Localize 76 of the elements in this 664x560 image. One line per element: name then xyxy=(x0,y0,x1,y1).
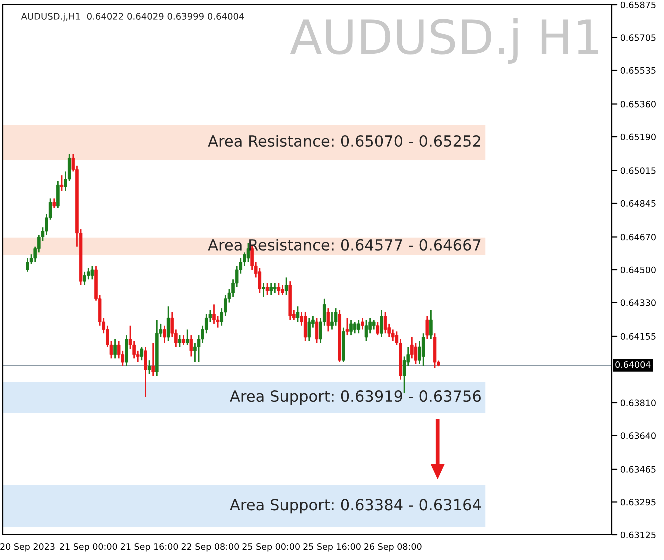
candlestick xyxy=(270,282,273,296)
candlestick xyxy=(114,338,117,360)
candlestick xyxy=(262,282,266,298)
band-label: Area Support: 0.63919 - 0.63756 xyxy=(230,390,482,406)
candlestick xyxy=(274,282,277,294)
candlestick xyxy=(384,312,388,334)
annotation: AUDUSD.j,H1 0.64022 0.64029 0.63999 0.64004 xyxy=(21,12,244,22)
candlestick xyxy=(430,310,433,340)
candlestick xyxy=(372,319,376,330)
candlestick xyxy=(308,317,312,342)
ref-line-label: 0.64004 xyxy=(616,362,651,368)
candlestick xyxy=(353,321,357,334)
candlestick xyxy=(190,334,194,358)
y-tick-label: 0.63810 xyxy=(620,400,656,406)
candlestick xyxy=(186,329,190,346)
candlestick xyxy=(246,242,250,263)
band-label: Area Resistance: 0.64577 - 0.64667 xyxy=(208,239,481,251)
candlestick xyxy=(182,334,186,346)
candlestick xyxy=(166,306,170,342)
x-tick-label: 25 Sep 00:00 xyxy=(242,543,300,552)
candlestick xyxy=(212,304,216,325)
y-tick-label: 0.63465 xyxy=(620,466,656,473)
x-tick-label: 26 Sep 08:00 xyxy=(364,543,422,552)
candlestick xyxy=(140,346,144,362)
candlestick xyxy=(178,334,182,348)
x-tick-label: 20 Sep 2023 xyxy=(0,543,55,552)
y-tick-label: 0.65535 xyxy=(620,67,656,74)
candlestick xyxy=(364,319,368,342)
y-tick-label: 0.64670 xyxy=(620,234,656,241)
candlestick xyxy=(125,334,128,368)
candlestick xyxy=(357,319,361,334)
y-tick-label: 0.64845 xyxy=(620,200,656,207)
candlestick xyxy=(422,332,426,368)
candlestick xyxy=(376,321,380,336)
candlestick xyxy=(296,306,300,323)
x-tick-label: 25 Sep 16:00 xyxy=(304,543,361,552)
candlestick xyxy=(148,360,152,375)
candlestick xyxy=(52,198,56,210)
candlestick xyxy=(346,317,350,336)
y-tick-label: 0.65705 xyxy=(620,34,656,42)
candlestick xyxy=(266,282,270,296)
y-tick-label: 0.65360 xyxy=(620,101,656,108)
candlestick xyxy=(83,271,86,286)
y-tick-label: 0.63640 xyxy=(620,432,656,440)
band-label: Area Support: 0.63384 - 0.63164 xyxy=(230,499,482,514)
x-tick-label: 22 Sep 08:00 xyxy=(182,543,240,552)
x-tick-label: 21 Sep 00:00 xyxy=(60,543,118,552)
candlestick xyxy=(144,346,148,398)
candlestick xyxy=(380,310,384,338)
candlestick xyxy=(326,308,330,332)
x-tick-label: 21 Sep 16:00 xyxy=(120,543,178,552)
candlestick xyxy=(152,342,155,377)
candlestick xyxy=(426,316,430,340)
candlestick xyxy=(361,317,364,330)
y-tick-label: 0.64330 xyxy=(620,300,656,306)
candlestick xyxy=(60,174,64,192)
candlestick xyxy=(284,277,288,296)
y-tick-label: 0.64155 xyxy=(620,333,656,340)
candlestick xyxy=(315,317,319,344)
candlestick xyxy=(90,265,94,280)
candlestick xyxy=(56,180,60,210)
candlestick xyxy=(281,284,284,296)
y-tick-label: 0.63125 xyxy=(620,532,656,538)
y-tick-label: 0.65015 xyxy=(620,168,656,174)
candlestick xyxy=(334,308,338,327)
candlestick xyxy=(304,312,308,342)
y-tick-label: 0.65190 xyxy=(620,134,656,140)
y-tick-label: 0.63295 xyxy=(620,499,656,506)
candlestick xyxy=(277,282,281,296)
candlestick xyxy=(350,319,353,336)
candlestick xyxy=(163,325,166,344)
y-tick-label: 0.64500 xyxy=(620,266,656,274)
band-label: Area Resistance: 0.65070 - 0.65252 xyxy=(208,135,480,148)
y-tick-label: 0.65875 xyxy=(620,2,656,8)
candlestick xyxy=(26,258,30,273)
candlestick xyxy=(330,312,334,330)
